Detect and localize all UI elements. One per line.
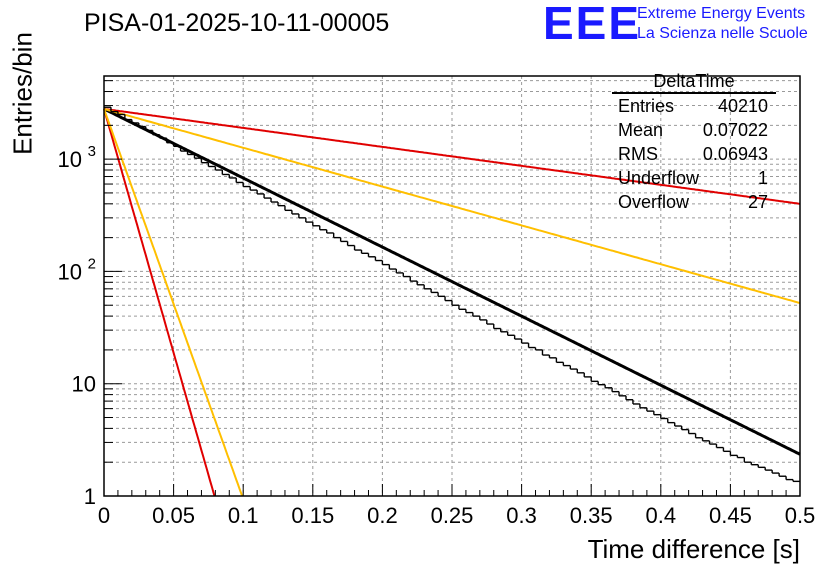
stats-row: Mean 0.07022 (608, 118, 780, 142)
x-tick-label: 0.4 (646, 503, 677, 528)
stats-key: Entries (618, 96, 675, 116)
eee-mark: EEE (543, 0, 642, 49)
grid-lines (104, 76, 800, 496)
stats-title: DeltaTime (612, 70, 776, 94)
stats-key: RMS (618, 144, 658, 164)
x-tick-label: 0.2 (367, 503, 398, 528)
stats-row: Underflow 1 (608, 166, 780, 190)
x-tick-label: 0.3 (506, 503, 537, 528)
stats-value: 1 (757, 168, 768, 188)
x-tick-label: 0.45 (709, 503, 752, 528)
x-tick-label: 0.35 (570, 503, 613, 528)
fit-curve-lower-red (103, 108, 216, 497)
histogram-bars (104, 106, 800, 483)
x-axis-label: Time difference [s] (587, 534, 800, 564)
stats-key: Underflow (618, 168, 700, 188)
x-tick-label: 0.25 (431, 503, 474, 528)
x-tick-label: 0.15 (291, 503, 334, 528)
fit-curve-fit (103, 107, 801, 456)
stats-value: 0.07022 (702, 120, 768, 140)
x-tick-label: 0.5 (785, 503, 816, 528)
logo-line-2: La Scienza nelle Scuole (637, 25, 808, 42)
stats-value: 0.06943 (702, 144, 768, 164)
fit-curve-upper-red (103, 107, 801, 205)
logo-line-1: Extreme Energy Events (637, 5, 806, 22)
y-tick-label: 10 (58, 259, 82, 284)
stats-row: Overflow 27 (608, 190, 780, 214)
axis-ticks: 0 0.05 0.1 0.15 0.2 0.25 0.3 0.35 0.4 0.45 0.5 1 10 1… (58, 80, 816, 528)
y-tick-label: 10 (58, 147, 82, 172)
y-axis-label-wrap: Entries/bin (0, 0, 40, 200)
stats-row: Entries 40210 (608, 94, 780, 118)
stats-box: DeltaTime Entries 40210 Mean 0.07022 RMS 0.… (608, 70, 780, 214)
y-tick-label: 10 (72, 372, 96, 397)
y-tick-label: 1 (84, 484, 96, 509)
stats-value: 40210 (717, 96, 768, 116)
stats-key: Overflow (618, 192, 690, 212)
fit-curves (103, 107, 801, 497)
chart-title: PISA-01-2025-10-11-00005 (84, 9, 390, 37)
fit-curve-upper-yellow (103, 107, 801, 305)
x-tick-label: 0.1 (228, 503, 259, 528)
y-axis-label: Entries/bin (7, 32, 38, 155)
y-tick-exponent: 2 (88, 255, 96, 272)
y-tick-exponent: 3 (88, 143, 96, 160)
x-tick-label: 0.05 (152, 503, 195, 528)
x-tick-label: 0 (98, 503, 110, 528)
stats-value: 27 (747, 192, 768, 212)
stats-row: RMS 0.06943 (608, 142, 780, 166)
stats-key: Mean (618, 120, 664, 140)
fit-curve-lower-yellow (103, 108, 244, 497)
